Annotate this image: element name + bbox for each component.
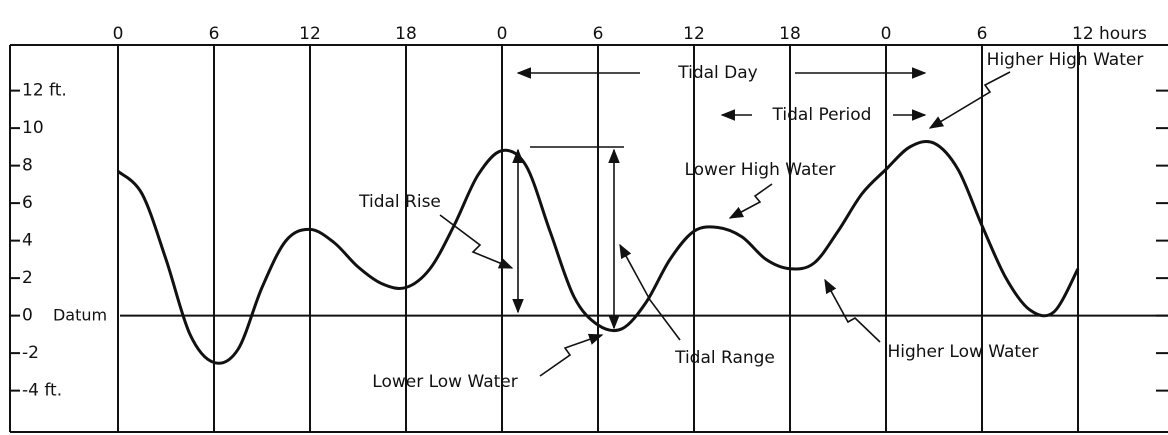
annotation: Lower High Water xyxy=(684,160,835,180)
x-tick-label: 0 xyxy=(113,24,124,44)
annotation: Tidal Period xyxy=(772,105,872,125)
annotation: Tidal Day xyxy=(677,63,758,83)
x-tick-label: 18 xyxy=(779,24,801,44)
x-tick-label: 0 xyxy=(497,24,508,44)
y-tick-label: 0 xyxy=(22,306,33,326)
y-tick-label: 10 xyxy=(22,118,44,138)
y-tick-label: 8 xyxy=(22,156,33,176)
annotation: Higher Low Water xyxy=(887,342,1038,362)
leader xyxy=(824,278,881,343)
y-tick-label: -2 xyxy=(22,343,39,363)
x-tick-label: 12 hours xyxy=(1072,24,1147,44)
y-tick-label: 2 xyxy=(22,268,33,288)
x-tick-label: 0 xyxy=(881,24,892,44)
x-tick-label: 6 xyxy=(593,24,604,44)
tide-curve xyxy=(116,140,1080,365)
leader xyxy=(439,214,514,269)
leader xyxy=(619,243,681,341)
x-tick-label: 12 xyxy=(299,24,321,44)
leader xyxy=(539,333,604,377)
annotation: Tidal Range xyxy=(674,348,775,368)
x-tick-label: 6 xyxy=(209,24,220,44)
x-tick-label: 12 xyxy=(683,24,705,44)
x-tick-label: 18 xyxy=(395,24,417,44)
annotation: Datum xyxy=(53,306,107,325)
x-tick-label: 6 xyxy=(977,24,988,44)
y-tick-label: 4 xyxy=(22,231,33,251)
y-tick-label: 12 ft. xyxy=(22,81,67,101)
annotation: Tidal Rise xyxy=(358,192,441,212)
y-tick-label: 6 xyxy=(22,193,33,213)
annotation: Lower Low Water xyxy=(372,372,517,392)
leader xyxy=(928,71,1011,129)
annotation: Higher High Water xyxy=(987,50,1144,70)
y-tick-label: -4 ft. xyxy=(22,381,62,401)
leader xyxy=(728,183,773,219)
